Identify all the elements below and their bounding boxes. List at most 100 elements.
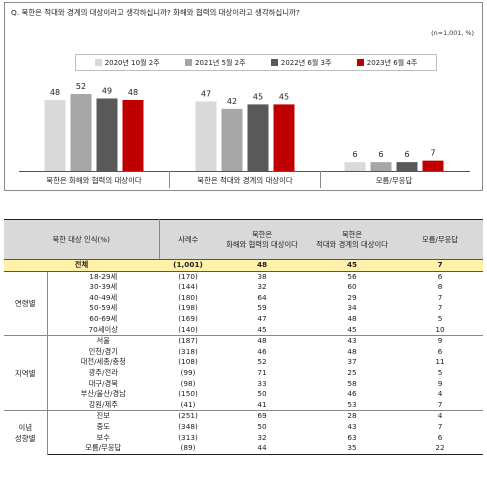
- legend-swatch: [185, 59, 193, 66]
- table-row: 중도 (348) 50 43 7: [4, 422, 483, 433]
- bar-value-label: 42: [227, 97, 237, 106]
- value-cooperation: 32: [257, 282, 267, 292]
- value-cooperation: 46: [257, 346, 267, 356]
- legend-item: 2020년 10월 2주: [94, 58, 160, 68]
- legend-swatch: [94, 59, 102, 66]
- value-no-answer: 7: [437, 303, 443, 313]
- value-cooperation: 69: [217, 410, 308, 422]
- bar: [44, 99, 66, 171]
- sample-size-note: (n=1,001, %): [431, 29, 474, 37]
- value-hostility: 63: [347, 432, 357, 442]
- legend-swatch: [270, 59, 278, 66]
- chart-title: Q. 북한은 적대와 경계의 대상이라고 생각하십니까? 화해와 협력의 대상이…: [11, 8, 300, 17]
- table-row: 모름/무응답 (89) 44 35 22: [4, 443, 484, 455]
- value-no-answer: 10: [435, 324, 445, 334]
- sample-size: (98): [180, 378, 196, 388]
- chart-legend: 2020년 10월 2주 2021년 5월 2주 2022년 6월 3주 2023년 …: [75, 54, 437, 71]
- table-row: 60-69세 (169) 47 48 5: [4, 314, 483, 325]
- bar: [247, 104, 269, 171]
- value-cooperation: 47: [257, 313, 267, 323]
- table-row: 이념 성향별 진보 (251) 69 28 4: [4, 410, 484, 455]
- table-row: 인천/경기 (318) 46 48 6: [4, 347, 483, 358]
- sample-size: (198): [178, 303, 198, 313]
- bar: [422, 160, 444, 171]
- header-group: 북한 대상 인식(%): [4, 219, 160, 260]
- value-hostility: 29: [347, 292, 357, 302]
- table-row: 70세이상 (140) 45 45 10: [4, 325, 483, 336]
- bar-value-label: 49: [102, 86, 112, 95]
- value-hostility: 45: [347, 324, 357, 334]
- bar-value-label: 48: [50, 88, 60, 97]
- row-label: 30-39세: [89, 282, 118, 292]
- value-cooperation: 38: [257, 271, 267, 281]
- value-hostility: 48: [347, 346, 357, 356]
- bar-value-label: 47: [201, 89, 211, 98]
- bar-value-label: 6: [352, 150, 357, 159]
- table-row: 연령별 18-29세 (170) 38 56 6: [4, 271, 483, 336]
- value-hostility: 37: [347, 357, 357, 367]
- sample-size: (140): [178, 324, 198, 334]
- table-row: 광주/전라 (99) 71 25 5: [4, 368, 483, 379]
- group-label: 연령별: [4, 271, 48, 336]
- sample-size: (170): [178, 271, 198, 281]
- breakdown-table: 북한 대상 인식(%) 사례수 북한은 화해와 협력의 대상이다 북한은 적대와…: [4, 219, 484, 455]
- sample-size: (251): [159, 410, 218, 422]
- value-hostility: 25: [347, 367, 357, 377]
- value-cooperation: 71: [257, 367, 267, 377]
- row-label: 중도: [96, 421, 110, 431]
- value-no-answer: 6: [437, 271, 443, 281]
- legend-item: 2021년 5월 2주: [185, 58, 246, 68]
- bar: [370, 162, 392, 171]
- value-cooperation: 48: [217, 259, 308, 272]
- bar-value-label: 7: [430, 149, 435, 158]
- bar: [122, 99, 144, 171]
- row-label: 광주/전라: [88, 367, 118, 377]
- table-row: 지역별 서울 (187) 48 43 9: [4, 335, 484, 411]
- sample-size: (1,001): [159, 259, 218, 272]
- row-label: 50-59세: [89, 303, 118, 313]
- sample-size: (187): [159, 335, 218, 347]
- value-no-answer: 9: [397, 335, 484, 347]
- sample-size: (144): [178, 282, 198, 292]
- value-cooperation: 64: [257, 292, 267, 302]
- table-row: 40-49세 (180) 64 29 7: [4, 293, 483, 304]
- group-label-line: 이념: [18, 422, 33, 432]
- header-no-answer: 모름/무응답: [397, 219, 484, 260]
- value-cooperation: 50: [257, 389, 267, 399]
- row-label: 보수: [96, 432, 110, 442]
- row-label: 18-29세: [89, 271, 118, 281]
- value-cooperation: 32: [257, 432, 267, 442]
- table-row: 대구/경북 (98) 33 58 9: [4, 379, 483, 390]
- row-label: 강원/제주: [88, 399, 118, 409]
- row-label: 70세이상: [88, 324, 118, 334]
- value-hostility: 34: [347, 303, 357, 313]
- row-label: 진보: [47, 410, 160, 422]
- value-hostility: 60: [347, 282, 357, 292]
- value-cooperation: 50: [257, 421, 267, 431]
- header-sample-size: 사례수: [159, 219, 218, 260]
- bar-value-label: 48: [128, 88, 138, 97]
- row-label: 서울: [47, 335, 160, 347]
- table-row-total: 전체 (1,001) 48 45 7: [4, 259, 484, 272]
- header-cooperation-line-2: 화해와 협력의 대상이다: [226, 239, 298, 249]
- sample-size: (313): [178, 432, 198, 442]
- legend-item: 2023년 6월 4주: [356, 58, 417, 68]
- value-no-answer: 4: [397, 410, 484, 422]
- sample-size: (180): [178, 292, 198, 302]
- header-hostility-line-1: 북한은: [341, 229, 363, 239]
- bar: [344, 162, 366, 171]
- table-row: 대전/세종/충청 (108) 52 37 11: [4, 357, 483, 368]
- bar: [396, 162, 418, 171]
- value-hostility: 28: [307, 410, 398, 422]
- table-row: 보수 (313) 32 63 6: [4, 433, 483, 444]
- value-no-answer: 7: [437, 292, 443, 302]
- legend-item: 2022년 6월 3주: [270, 58, 331, 68]
- value-no-answer: 7: [437, 421, 443, 431]
- bar: [70, 94, 92, 171]
- table-row: 강원/제주 (41) 41 53 7: [4, 400, 483, 411]
- legend-swatch: [356, 59, 364, 66]
- value-no-answer: 7: [437, 399, 443, 409]
- row-label: 40-49세: [89, 292, 118, 302]
- table-row: 부산/울산/경남 (150) 50 46 4: [4, 389, 483, 400]
- row-label: 부산/울산/경남: [80, 389, 126, 399]
